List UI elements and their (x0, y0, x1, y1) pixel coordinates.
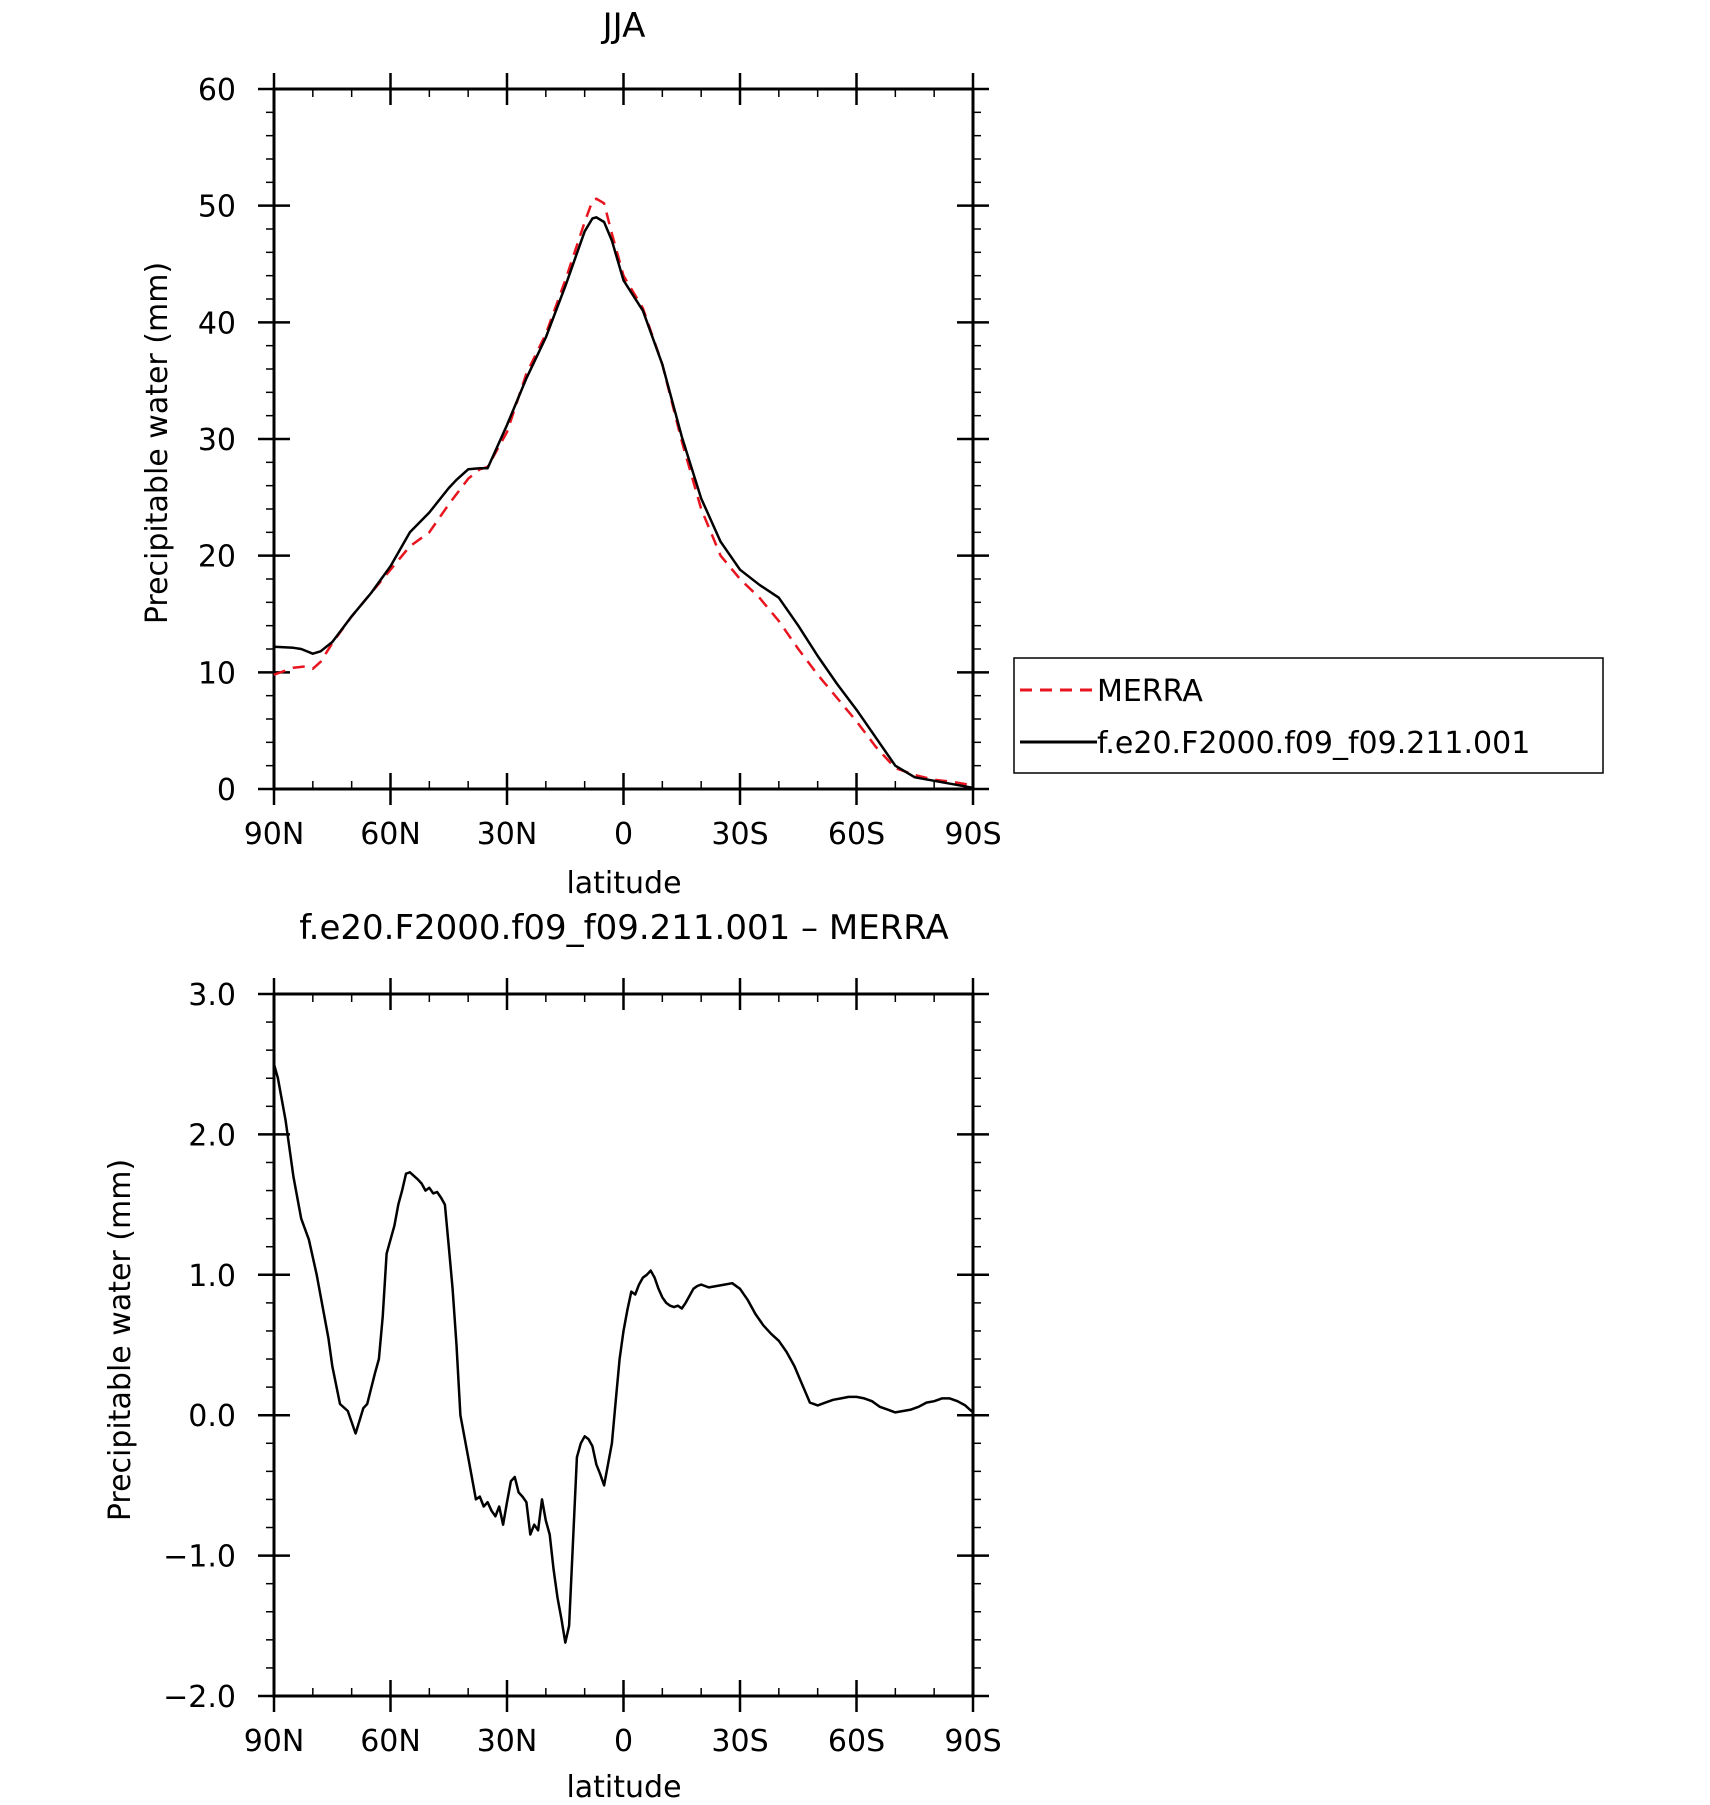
y-tick-label: 20 (198, 540, 236, 575)
legend-box (1013, 657, 1604, 774)
x-tick-label: 30N (477, 817, 538, 852)
y-tick-label: −1.0 (163, 1540, 236, 1575)
chart-bottom-title: f.e20.F2000.f09_f09.211.001 – MERRA (299, 908, 949, 948)
chart-top: JJA latitude Precipitable water (mm) MER… (140, 6, 1604, 901)
x-tick-label: 90N (244, 1724, 305, 1759)
minor-ticks (266, 994, 981, 1696)
x-tick-label: 90S (944, 817, 1001, 852)
plot-frame (272, 87, 975, 791)
y-tick-label: 0.0 (188, 1399, 236, 1434)
y-tick-label: 0 (217, 773, 236, 808)
x-tick-label: 60S (828, 1724, 885, 1759)
y-tick-label: −2.0 (163, 1680, 236, 1715)
chart-bottom: f.e20.F2000.f09_f09.211.001 – MERRA lati… (103, 908, 1002, 1805)
series-line-1-0 (272, 1063, 974, 1644)
x-tick-label: 0 (614, 817, 633, 852)
chart-bottom-y-axis-label: Precipitable water (mm) (103, 1159, 138, 1521)
series-line-0-0 (273, 197, 974, 787)
y-tick-label: 3.0 (188, 978, 236, 1013)
x-tick-label: 60N (360, 1724, 421, 1759)
x-tick-label: 90S (944, 1724, 1001, 1759)
y-tick-label: 60 (198, 73, 236, 108)
x-tick-label: 30N (477, 1724, 538, 1759)
y-tick-label: 2.0 (188, 1118, 236, 1153)
y-tick-label: 10 (198, 656, 236, 691)
x-tick-label: 60S (828, 817, 885, 852)
x-tick-label: 30S (711, 817, 768, 852)
chart-bottom-x-axis-label: latitude (566, 1770, 681, 1805)
y-tick-label: 1.0 (188, 1259, 236, 1294)
y-tick-label: 50 (198, 190, 236, 225)
series-line-0-1 (273, 216, 974, 790)
x-tick-label: 30S (711, 1724, 768, 1759)
chart-top-x-axis-label: latitude (566, 866, 681, 901)
x-tick-label: 60N (360, 817, 421, 852)
legend-label-model: f.e20.F2000.f09_f09.211.001 (1097, 726, 1530, 761)
x-tick-label: 0 (614, 1724, 633, 1759)
legend-label-merra: MERRA (1097, 674, 1203, 709)
chart-top-y-axis-label: Precipitable water (mm) (140, 262, 175, 624)
minor-ticks (266, 89, 981, 789)
y-tick-label: 40 (198, 306, 236, 341)
plot-frame (272, 992, 975, 1698)
chart-top-title: JJA (601, 6, 646, 46)
legend: MERRA f.e20.F2000.f09_f09.211.001 (1013, 657, 1604, 774)
x-tick-label: 90N (244, 817, 305, 852)
y-tick-label: 30 (198, 423, 236, 458)
